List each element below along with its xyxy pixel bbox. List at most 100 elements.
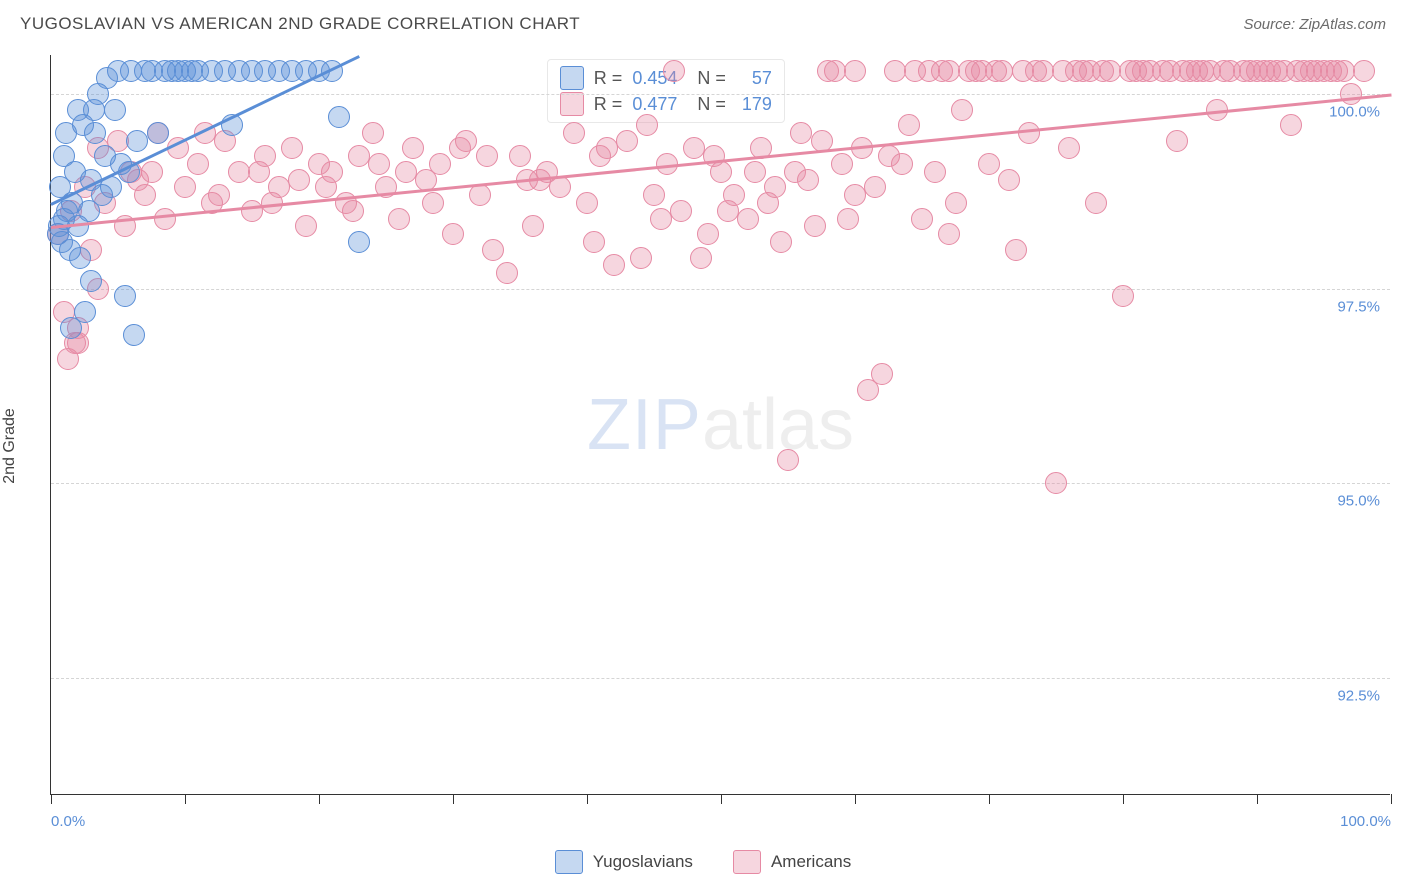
scatter-point	[945, 192, 967, 214]
scatter-point	[583, 231, 605, 253]
x-tick	[185, 794, 186, 804]
stats-r-label: R =	[594, 94, 623, 115]
scatter-point	[187, 153, 209, 175]
scatter-point	[630, 247, 652, 269]
scatter-point	[549, 176, 571, 198]
scatter-point	[154, 208, 176, 230]
plot-area: ZIPatlas R =0.454N =57R =0.477N =179 92.…	[50, 55, 1390, 795]
y-tick-label: 92.5%	[1337, 688, 1380, 705]
scatter-point	[924, 161, 946, 183]
scatter-point	[362, 122, 384, 144]
y-axis-label: 2nd Grade	[1, 408, 19, 484]
scatter-point	[1132, 60, 1154, 82]
scatter-point	[295, 215, 317, 237]
x-tick	[1391, 794, 1392, 804]
scatter-point	[744, 161, 766, 183]
scatter-point	[1333, 60, 1355, 82]
scatter-point	[241, 200, 263, 222]
scatter-point	[147, 122, 169, 144]
scatter-point	[104, 99, 126, 121]
scatter-point	[315, 176, 337, 198]
scatter-point	[690, 247, 712, 269]
scatter-point	[1280, 114, 1302, 136]
scatter-point	[522, 215, 544, 237]
chart-container: YUGOSLAVIAN VS AMERICAN 2ND GRADE CORREL…	[0, 0, 1406, 892]
scatter-point	[603, 254, 625, 276]
stats-n-value: 57	[736, 68, 772, 89]
legend-swatch	[733, 850, 761, 874]
scatter-point	[429, 153, 451, 175]
scatter-point	[563, 122, 585, 144]
scatter-point	[911, 208, 933, 230]
x-tick	[1123, 794, 1124, 804]
scatter-point	[1353, 60, 1375, 82]
x-tick	[453, 794, 454, 804]
y-tick-label: 100.0%	[1329, 103, 1380, 120]
scatter-point	[123, 324, 145, 346]
scatter-point	[1306, 60, 1328, 82]
scatter-point	[770, 231, 792, 253]
scatter-point	[1025, 60, 1047, 82]
x-tick	[51, 794, 52, 804]
scatter-point	[476, 145, 498, 167]
stats-r-label: R =	[594, 68, 623, 89]
scatter-point	[784, 161, 806, 183]
stats-swatch	[560, 92, 584, 116]
scatter-point	[891, 153, 913, 175]
scatter-point	[1266, 60, 1288, 82]
scatter-point	[174, 176, 196, 198]
scatter-point	[790, 122, 812, 144]
scatter-point	[141, 161, 163, 183]
scatter-point	[717, 200, 739, 222]
x-tick	[721, 794, 722, 804]
scatter-point	[804, 215, 826, 237]
scatter-point	[951, 99, 973, 121]
scatter-point	[67, 99, 89, 121]
scatter-point	[114, 285, 136, 307]
stats-n-label: N =	[697, 68, 726, 89]
scatter-point	[395, 161, 417, 183]
scatter-point	[904, 60, 926, 82]
scatter-point	[1112, 285, 1134, 307]
scatter-point	[482, 239, 504, 261]
source-attribution: Source: ZipAtlas.com	[1243, 16, 1386, 33]
watermark-zip: ZIP	[587, 385, 702, 465]
scatter-point	[697, 223, 719, 245]
x-tick	[855, 794, 856, 804]
scatter-point	[898, 114, 920, 136]
x-tick	[989, 794, 990, 804]
scatter-point	[757, 192, 779, 214]
scatter-point	[469, 184, 491, 206]
legend-label: Yugoslavians	[593, 852, 693, 872]
scatter-point	[1239, 60, 1261, 82]
scatter-point	[402, 137, 424, 159]
scatter-point	[509, 145, 531, 167]
stats-r-value: 0.477	[632, 94, 677, 115]
chart-title: YUGOSLAVIAN VS AMERICAN 2ND GRADE CORREL…	[20, 14, 580, 34]
scatter-point	[931, 60, 953, 82]
scatter-point	[663, 60, 685, 82]
scatter-point	[422, 192, 444, 214]
scatter-point	[388, 208, 410, 230]
scatter-point	[1340, 83, 1362, 105]
scatter-point	[844, 184, 866, 206]
scatter-point	[69, 247, 91, 269]
x-tick-label: 100.0%	[1340, 813, 1391, 830]
scatter-point	[84, 122, 106, 144]
scatter-point	[449, 137, 471, 159]
scatter-point	[636, 114, 658, 136]
y-tick-label: 95.0%	[1337, 493, 1380, 510]
scatter-point	[442, 223, 464, 245]
scatter-point	[824, 60, 846, 82]
scatter-point	[683, 137, 705, 159]
scatter-point	[596, 137, 618, 159]
gridline-h	[51, 94, 1390, 95]
x-tick	[1257, 794, 1258, 804]
scatter-point	[281, 137, 303, 159]
scatter-point	[737, 208, 759, 230]
scatter-point	[871, 363, 893, 385]
scatter-point	[998, 169, 1020, 191]
scatter-point	[864, 176, 886, 198]
stats-swatch	[560, 66, 584, 90]
scatter-point	[328, 106, 350, 128]
